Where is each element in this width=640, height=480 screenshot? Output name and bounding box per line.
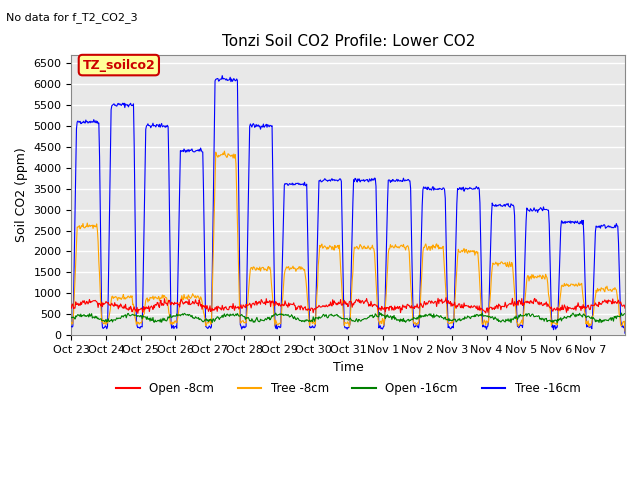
Y-axis label: Soil CO2 (ppm): Soil CO2 (ppm) (15, 147, 28, 242)
Title: Tonzi Soil CO2 Profile: Lower CO2: Tonzi Soil CO2 Profile: Lower CO2 (221, 34, 475, 49)
Text: No data for f_T2_CO2_3: No data for f_T2_CO2_3 (6, 12, 138, 23)
X-axis label: Time: Time (333, 360, 364, 373)
Legend: Open -8cm, Tree -8cm, Open -16cm, Tree -16cm: Open -8cm, Tree -8cm, Open -16cm, Tree -… (111, 377, 585, 399)
Text: TZ_soilco2: TZ_soilco2 (83, 59, 156, 72)
